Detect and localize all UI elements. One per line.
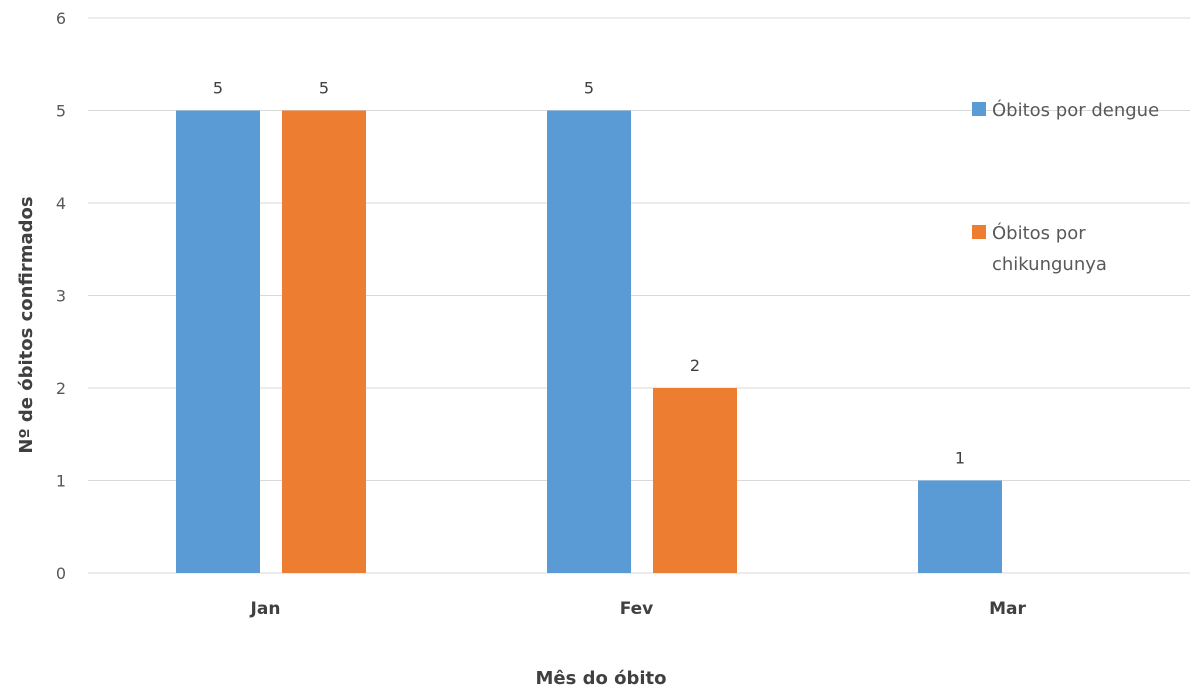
x-category-label: Jan <box>250 599 281 619</box>
data-label: 2 <box>690 356 700 375</box>
legend-label: chikungunya <box>992 254 1107 275</box>
legend-label: Óbitos por dengue <box>992 99 1159 121</box>
y-axis-title: Nº de óbitos confirmados <box>16 196 37 453</box>
data-label: 5 <box>584 79 594 98</box>
y-tick-label: 5 <box>56 102 66 121</box>
y-tick-label: 4 <box>56 194 66 213</box>
y-tick-label: 1 <box>56 472 66 491</box>
bar-fev-series-1 <box>547 110 631 573</box>
bar-jan-series-1 <box>176 110 260 573</box>
y-axis-ticks: 0 1 2 3 4 5 6 <box>56 9 66 583</box>
legend-swatch <box>972 225 986 239</box>
data-label: 1 <box>955 449 965 468</box>
bar-mar-series-1 <box>918 480 1002 573</box>
x-category-label: Fev <box>620 599 654 619</box>
x-axis-categories: Jan Fev Mar <box>250 599 1027 619</box>
y-tick-label: 3 <box>56 287 66 306</box>
data-label: 5 <box>213 79 223 98</box>
bar-jan-series-2 <box>282 110 366 573</box>
gridlines <box>88 17 1190 574</box>
bar-fev-series-2 <box>653 388 737 573</box>
data-labels: 5 5 1 5 2 <box>213 79 965 468</box>
y-tick-label: 2 <box>56 379 66 398</box>
y-tick-label: 0 <box>56 564 66 583</box>
x-axis-title: Mês do óbito <box>535 668 666 689</box>
legend: Óbitos por dengue Óbitos por chikungunya <box>972 99 1159 275</box>
bars <box>176 110 1002 573</box>
legend-swatch <box>972 102 986 116</box>
data-label: 5 <box>319 79 329 98</box>
y-tick-label: 6 <box>56 9 66 28</box>
legend-label: Óbitos por <box>992 222 1086 244</box>
x-category-label: Mar <box>989 599 1026 619</box>
